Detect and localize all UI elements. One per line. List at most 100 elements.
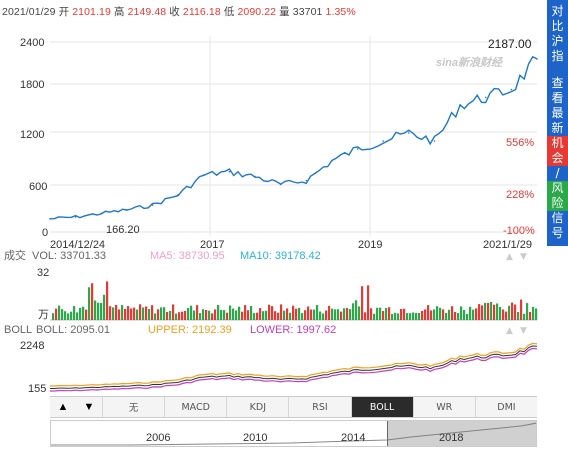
volume-bar [424,309,427,320]
volume-bar [187,308,190,320]
price-chart[interactable]: 2400 1800 1200 600 0 556% 228% -100% sin… [0,0,568,255]
boll-mid-line [50,345,538,389]
price-points [49,58,538,220]
volume-bar [184,310,187,320]
volume-bar [313,309,316,320]
volume-bar [178,312,181,320]
compare-char-2: 比 [551,19,564,33]
price-series-line [49,55,538,220]
volume-bar [502,309,505,320]
volume-bar [298,307,301,320]
boll-y-top: 2248 [20,340,44,352]
volume-bar [79,307,82,320]
volume-bar [370,308,373,320]
compare-char-3: 沪 [551,34,564,48]
tab-rsi[interactable]: RSI [288,397,350,417]
x-label-2017: 2017 [200,239,224,251]
max-price-label: 2187.00 [488,37,532,51]
volume-bar [496,303,499,320]
volume-label: 量 [279,6,290,18]
tab-kdj[interactable]: KDJ [226,397,288,417]
range-navigator[interactable]: 2006 2010 2014 2018 [50,420,537,447]
volume-title: 成交 [4,248,26,262]
volume-bar [121,305,124,320]
volume-bar [343,308,346,320]
volume-bar [427,305,430,320]
volume-bar [310,309,313,320]
pct-tick-neg100: -100% [503,225,535,237]
nav-year-2010: 2010 [243,432,268,444]
boll-down-arrow-icon[interactable]: ▼ [520,326,527,336]
price-point [228,171,231,173]
volume-bar [283,310,286,320]
price-point [254,175,256,178]
volume-bar [361,286,364,320]
volume-bar [103,294,106,320]
volume-bar [448,309,451,320]
boll-up-arrow-icon[interactable]: ▲ [506,326,513,336]
volume-bar [166,312,169,320]
volume-bar [379,307,382,320]
volume-bar [238,306,241,320]
volume-panel[interactable]: 成交 VOL: 33701.33 MA5: 38730.95 MA10: 391… [0,0,568,330]
tab-wr[interactable]: WR [412,397,475,417]
pct-tick-228: 228% [506,189,534,201]
volume-bar [76,312,79,320]
volume-bar [475,308,478,320]
vol-down-arrow-icon[interactable]: ▼ [520,252,527,262]
volume-bar [262,311,265,320]
volume-bar [346,308,349,320]
tab-down-arrow-icon[interactable]: ▼ [83,401,95,413]
tab-up-arrow-icon[interactable]: ▲ [57,401,69,413]
view-latest-signals-button[interactable]: 查 看 最 新 机 会 / 风 险 信 号 [547,76,568,241]
tab-dmi[interactable]: DMI [474,397,537,417]
volume-bar [523,313,526,320]
separator-char: / [555,166,560,180]
volume-bar [268,304,271,320]
price-point [433,140,436,142]
navigator-selection-window[interactable] [387,421,536,446]
volume-bar [109,306,112,320]
high-value: 2149.48 [127,6,167,18]
volume-bar [151,305,154,320]
volume-bar [55,308,58,320]
tab-macd[interactable]: MACD [164,397,226,417]
volume-bar [421,310,424,320]
volume-bar [319,311,322,320]
volume-bar [376,307,379,320]
vol-up-arrow-icon[interactable]: ▲ [506,252,513,262]
volume-bar [358,306,361,320]
volume-bar [505,311,508,320]
volume-bar [445,312,448,320]
volume-bar [373,313,376,320]
volume-bar [442,309,445,320]
boll-panel[interactable]: BOLL BOLL: 2095.01 UPPER: 2192.39 LOWER:… [0,0,568,400]
volume-bar [403,308,406,320]
volume-bar [454,312,457,320]
volume-bar [385,308,388,320]
volume-bar [106,281,109,320]
volume-bar [118,309,121,320]
volume-bar [256,312,259,320]
tab-boll[interactable]: BOLL [350,397,413,417]
volume-bar [532,306,535,320]
quote-line: 2021/01/29 开 2101.19 高 2149.48 收 2116.18… [2,4,356,18]
tab-none[interactable]: 无 [102,397,164,417]
volume-bar [295,308,298,320]
volume-bar [286,308,289,320]
price-point [177,194,179,196]
volume-bar [202,309,205,320]
close-label: 收 [169,6,180,18]
volume-bar [436,306,439,320]
volume-bar [355,300,358,320]
volume-bar [193,310,196,320]
volume-bar [352,303,355,320]
compare-index-button[interactable]: 对 比 沪 指 [547,4,568,64]
volume-bar [247,310,250,320]
volume-bar [241,311,244,320]
volume-bar [160,307,163,320]
volume-bar [85,309,88,320]
volume-bar [517,312,520,320]
volume-bar [220,310,223,320]
volume-bar [292,305,295,320]
